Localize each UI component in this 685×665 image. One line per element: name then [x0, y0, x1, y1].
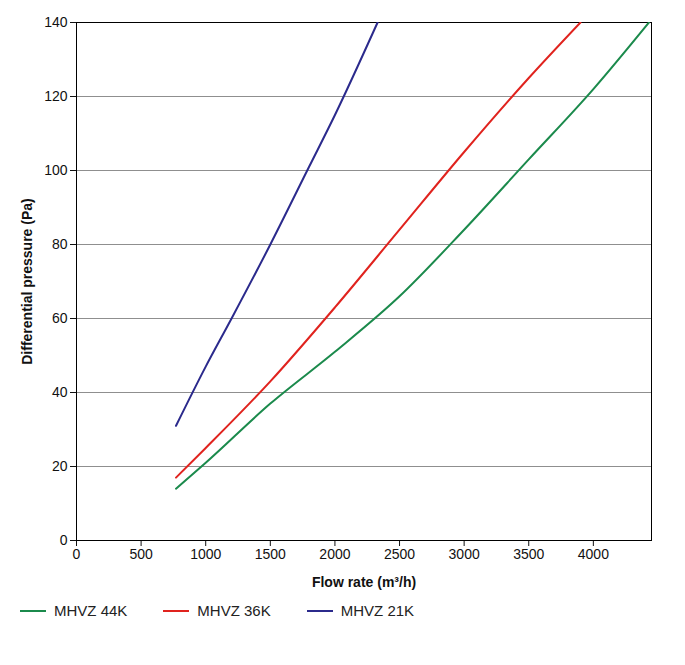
svg-text:3000: 3000 [449, 546, 480, 562]
html-text:MHVZ 21K: MHVZ 21K [340, 602, 415, 619]
svg-text:2000: 2000 [319, 546, 350, 562]
svg-text:1000: 1000 [190, 546, 221, 562]
svg-text:2500: 2500 [384, 546, 415, 562]
svg-text:20: 20 [52, 458, 68, 474]
svg-text:3500: 3500 [513, 546, 544, 562]
svg-text:1500: 1500 [255, 546, 286, 562]
html-text:MHVZ 36K: MHVZ 36K [197, 602, 271, 619]
svg-text:40: 40 [52, 384, 68, 400]
svg-text:120: 120 [44, 88, 68, 104]
svg-text:Flow rate (m³/h): Flow rate (m³/h) [312, 574, 416, 590]
svg-text:0: 0 [73, 546, 81, 562]
svg-text:4000: 4000 [578, 546, 609, 562]
html-text:MHVZ 44K: MHVZ 44K [54, 602, 128, 619]
svg-text:80: 80 [52, 236, 68, 252]
svg-text:0: 0 [60, 532, 68, 548]
svg-text:60: 60 [52, 310, 68, 326]
svg-text:Differential pressure (Pa): Differential pressure (Pa) [19, 198, 35, 365]
svg-text:100: 100 [44, 162, 68, 178]
svg-text:140: 140 [44, 14, 68, 30]
svg-text:500: 500 [129, 546, 153, 562]
